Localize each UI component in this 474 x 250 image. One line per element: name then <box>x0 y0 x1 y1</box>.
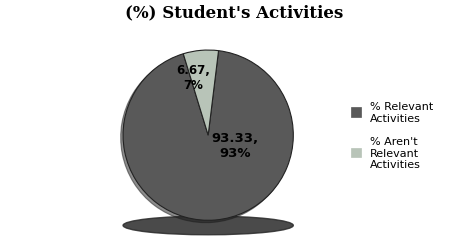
Legend: % Relevant
Activities, % Aren't
Relevant
Activities: % Relevant Activities, % Aren't Relevant… <box>346 97 438 174</box>
Text: 93.33,
93%: 93.33, 93% <box>212 132 259 160</box>
Wedge shape <box>183 51 219 136</box>
Wedge shape <box>123 52 293 220</box>
Text: 6.67,
7%: 6.67, 7% <box>176 64 210 92</box>
Ellipse shape <box>123 216 293 235</box>
Title: (%) Student's Activities: (%) Student's Activities <box>125 4 343 21</box>
